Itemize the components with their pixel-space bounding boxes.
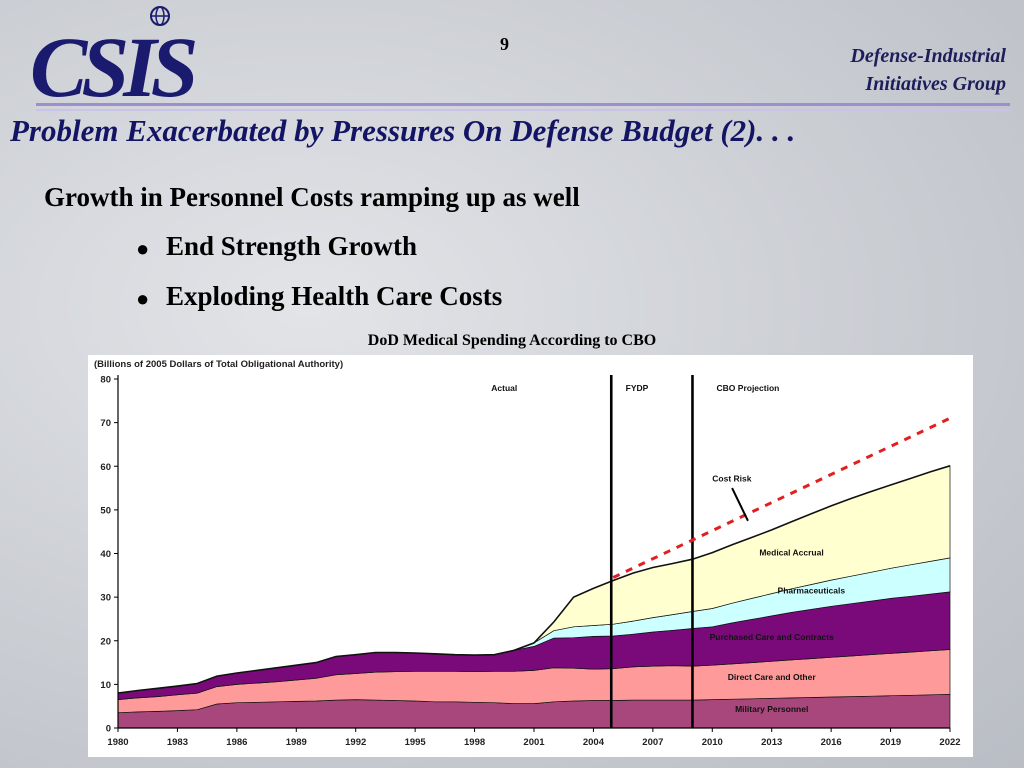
y-tick-label: 80 xyxy=(100,375,111,386)
cost-risk-pointer xyxy=(731,487,749,522)
slide-subtitle: Growth in Personnel Costs ramping up as … xyxy=(44,182,580,212)
logo-text: CSIS xyxy=(30,19,196,100)
header-rule xyxy=(36,103,1010,106)
x-tick-label: 1992 xyxy=(345,737,366,748)
y-tick-label: 0 xyxy=(106,724,111,735)
x-tick-label: 2019 xyxy=(880,737,901,748)
chart-container: (Billions of 2005 Dollars of Total Oblig… xyxy=(88,355,973,757)
chart-caption: DoD Medical Spending According to CBO xyxy=(367,332,657,349)
org-line-2: Initiatives Group xyxy=(865,73,1006,95)
y-tick-label: 60 xyxy=(100,462,111,473)
slide-title: Problem Exacerbated by Pressures On Defe… xyxy=(10,113,796,148)
y-tick-label: 30 xyxy=(100,593,111,604)
period-label: CBO Projection xyxy=(717,383,780,393)
bullet-text: End Strength Growth xyxy=(166,231,418,261)
bullet-dot-icon: ● xyxy=(136,235,150,261)
bullet-item: ● End Strength Growth xyxy=(136,231,417,262)
x-tick-label: 1986 xyxy=(226,737,247,748)
x-tick-label: 2013 xyxy=(761,737,782,748)
x-tick-label: 1998 xyxy=(464,737,485,748)
series-label: Pharmaceuticals xyxy=(778,586,846,596)
y-tick-label: 70 xyxy=(100,418,111,429)
x-tick-label: 2010 xyxy=(702,737,723,748)
x-tick-label: 2016 xyxy=(821,737,842,748)
org-name: Defense-Industrial Initiatives Group xyxy=(850,42,1006,98)
org-line-1: Defense-Industrial xyxy=(850,45,1006,67)
period-label: Actual xyxy=(491,383,517,393)
series-label: Medical Accrual xyxy=(759,548,823,558)
y-tick-label: 50 xyxy=(100,505,111,516)
cost-risk-line xyxy=(612,416,951,579)
y-tick-label: 40 xyxy=(100,549,111,560)
series-label: Direct Care and Other xyxy=(728,672,817,682)
csis-logo: CSIS xyxy=(30,4,230,115)
x-tick-label: 2022 xyxy=(939,737,960,748)
bullet-item: ● Exploding Health Care Costs xyxy=(136,281,502,312)
y-tick-label: 10 xyxy=(100,680,111,691)
x-tick-label: 2004 xyxy=(583,737,605,748)
x-tick-label: 2007 xyxy=(642,737,663,748)
bullet-text: Exploding Health Care Costs xyxy=(166,281,503,311)
x-tick-label: 1983 xyxy=(167,737,188,748)
chart-title: (Billions of 2005 Dollars of Total Oblig… xyxy=(94,359,343,370)
x-tick-label: 2001 xyxy=(523,737,545,748)
page-number: 9 xyxy=(500,34,509,54)
total-outline xyxy=(117,465,951,694)
bullet-dot-icon: ● xyxy=(136,285,150,311)
x-tick-label: 1995 xyxy=(405,737,427,748)
header-rule-thin xyxy=(36,109,1010,111)
csis-logo-graphic: CSIS xyxy=(30,6,202,115)
x-tick-label: 1980 xyxy=(107,737,128,748)
period-label: FYDP xyxy=(626,383,649,393)
series-label: Purchased Care and Contracts xyxy=(710,632,835,642)
series-label: Military Personnel xyxy=(735,704,808,714)
x-tick-label: 1989 xyxy=(286,737,307,748)
cost-risk-label: Cost Risk xyxy=(712,474,751,484)
y-tick-label: 20 xyxy=(100,636,111,647)
medical-spending-chart: (Billions of 2005 Dollars of Total Oblig… xyxy=(94,359,961,748)
